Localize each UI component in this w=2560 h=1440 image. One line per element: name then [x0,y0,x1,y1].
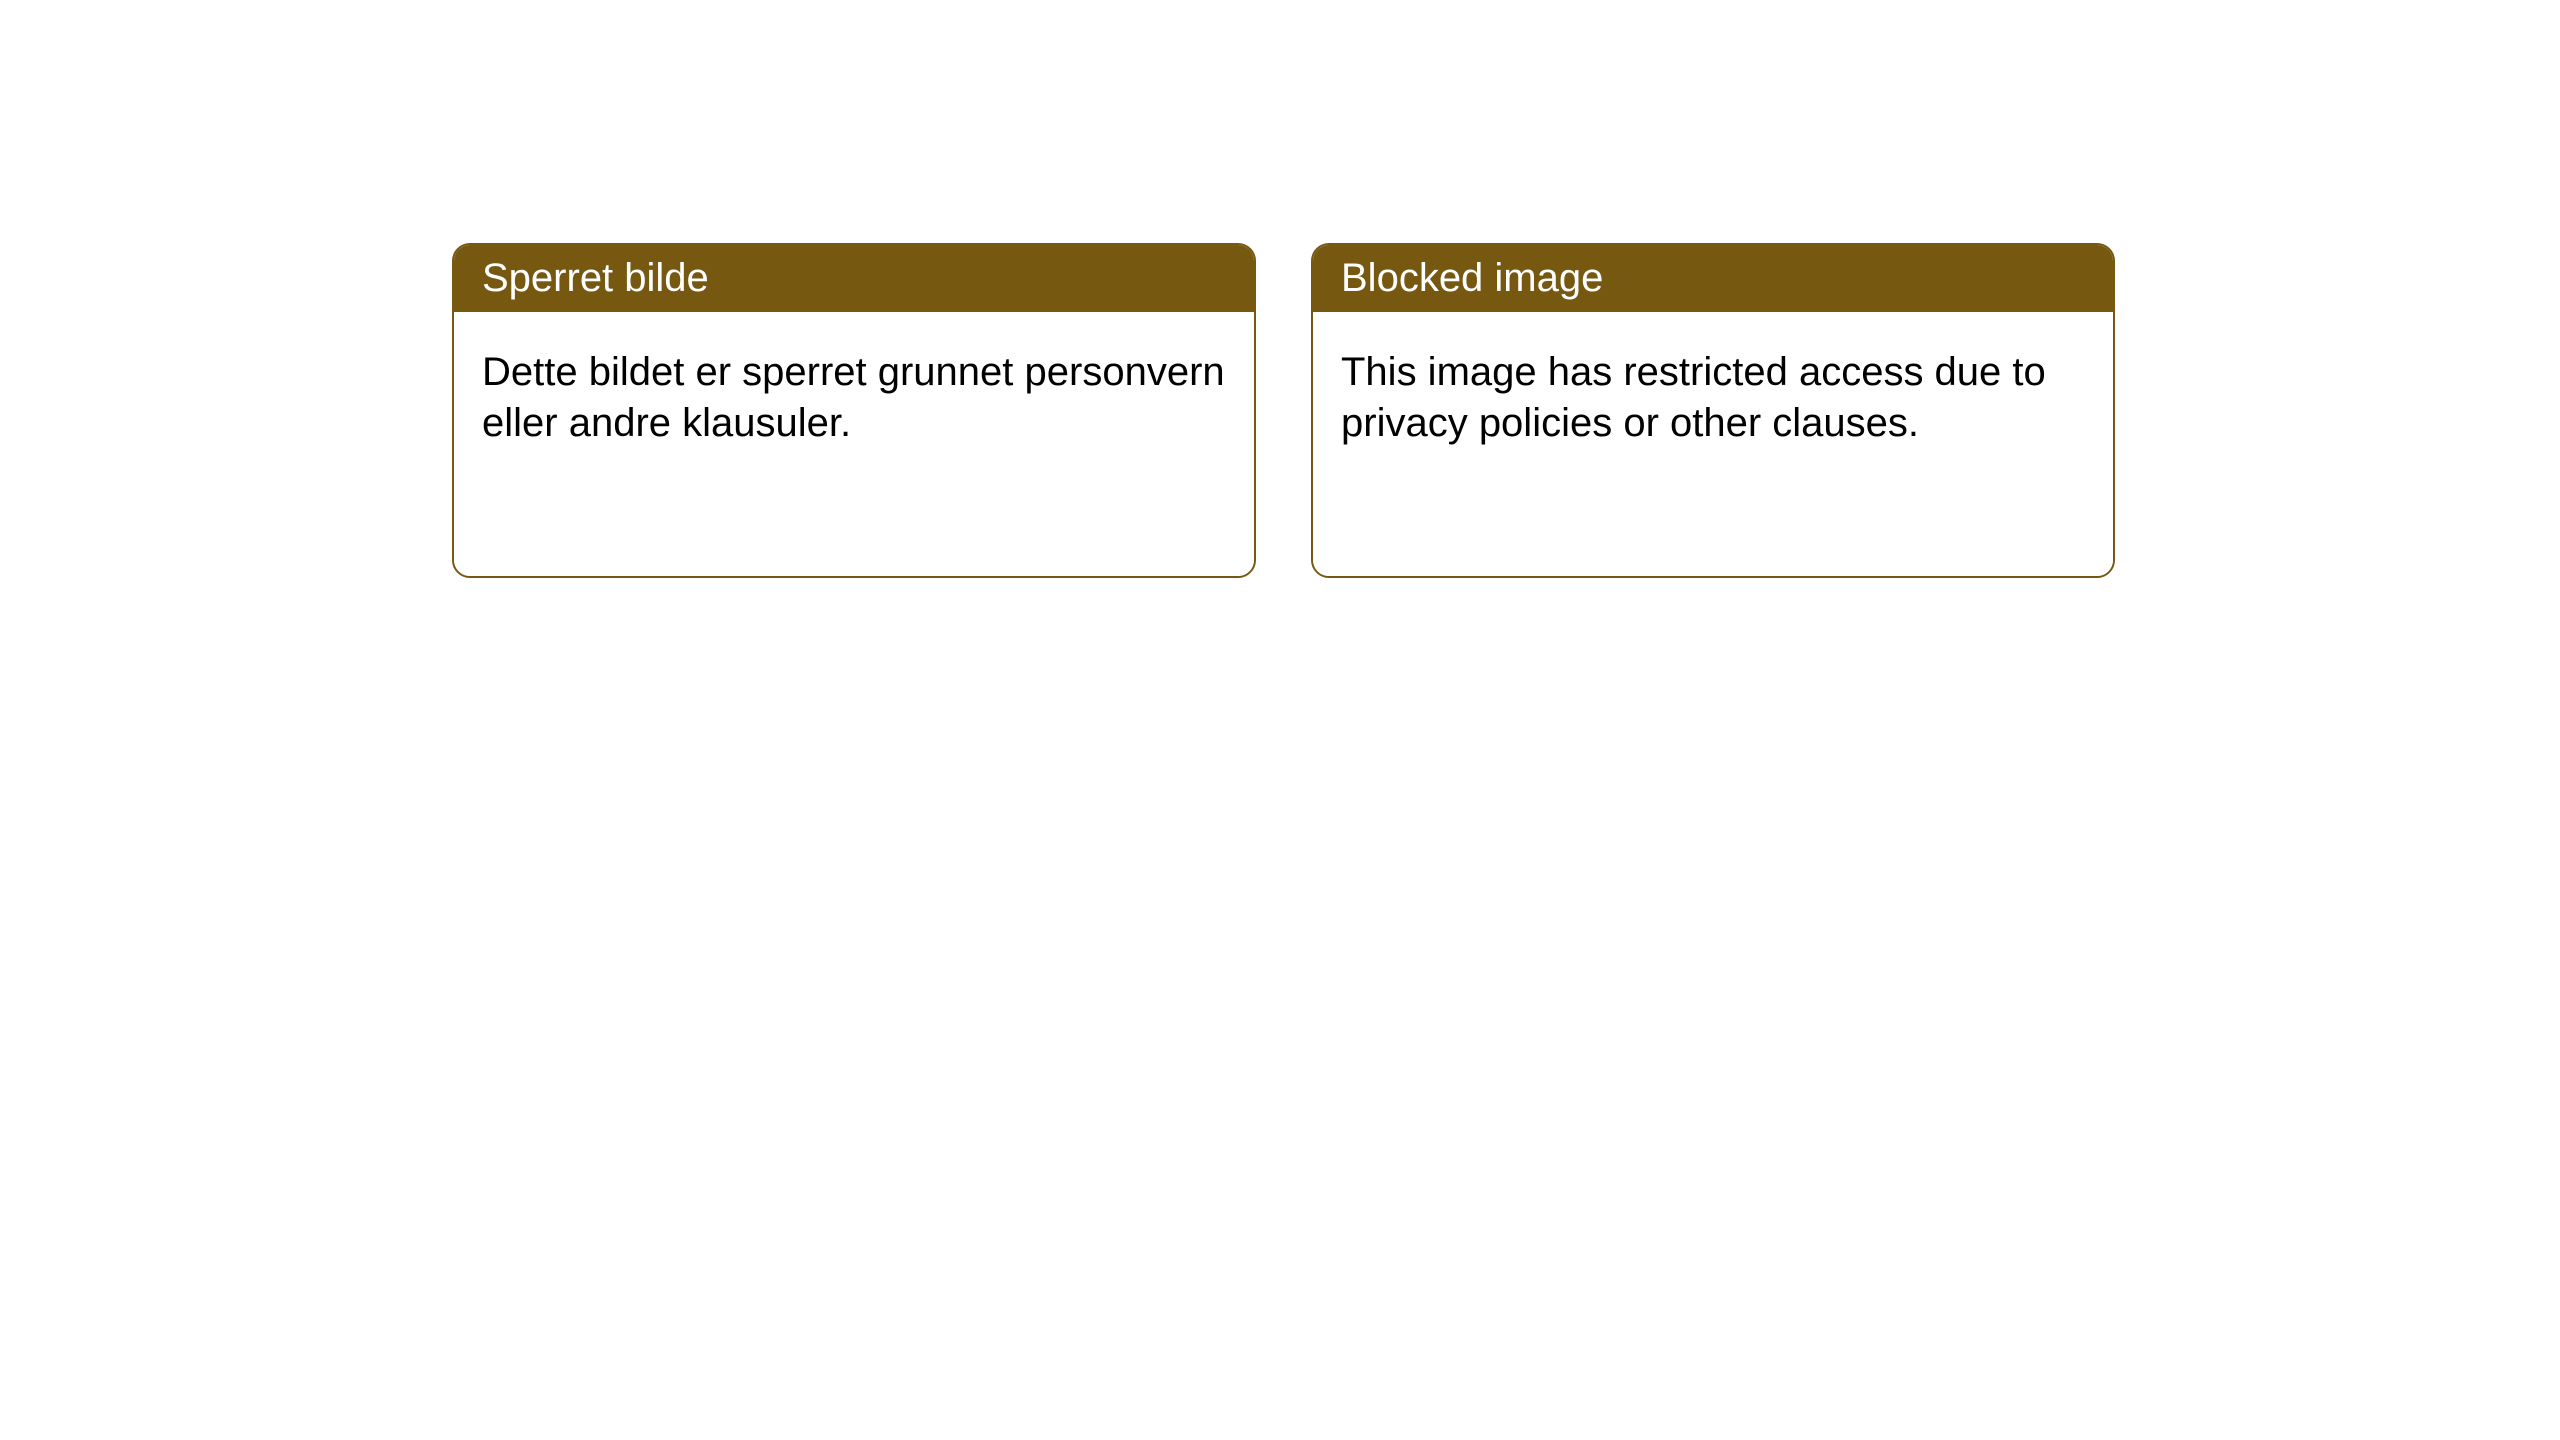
card-title: Sperret bilde [482,256,709,300]
card-header: Blocked image [1313,245,2113,312]
card-body: This image has restricted access due to … [1313,312,2113,576]
notice-card-english: Blocked image This image has restricted … [1311,243,2115,578]
card-body-text: This image has restricted access due to … [1341,347,2085,449]
card-body-text: Dette bildet er sperret grunnet personve… [482,347,1226,449]
card-header: Sperret bilde [454,245,1254,312]
notice-cards-container: Sperret bilde Dette bildet er sperret gr… [452,243,2560,578]
notice-card-norwegian: Sperret bilde Dette bildet er sperret gr… [452,243,1256,578]
card-title: Blocked image [1341,256,1603,300]
card-body: Dette bildet er sperret grunnet personve… [454,312,1254,576]
